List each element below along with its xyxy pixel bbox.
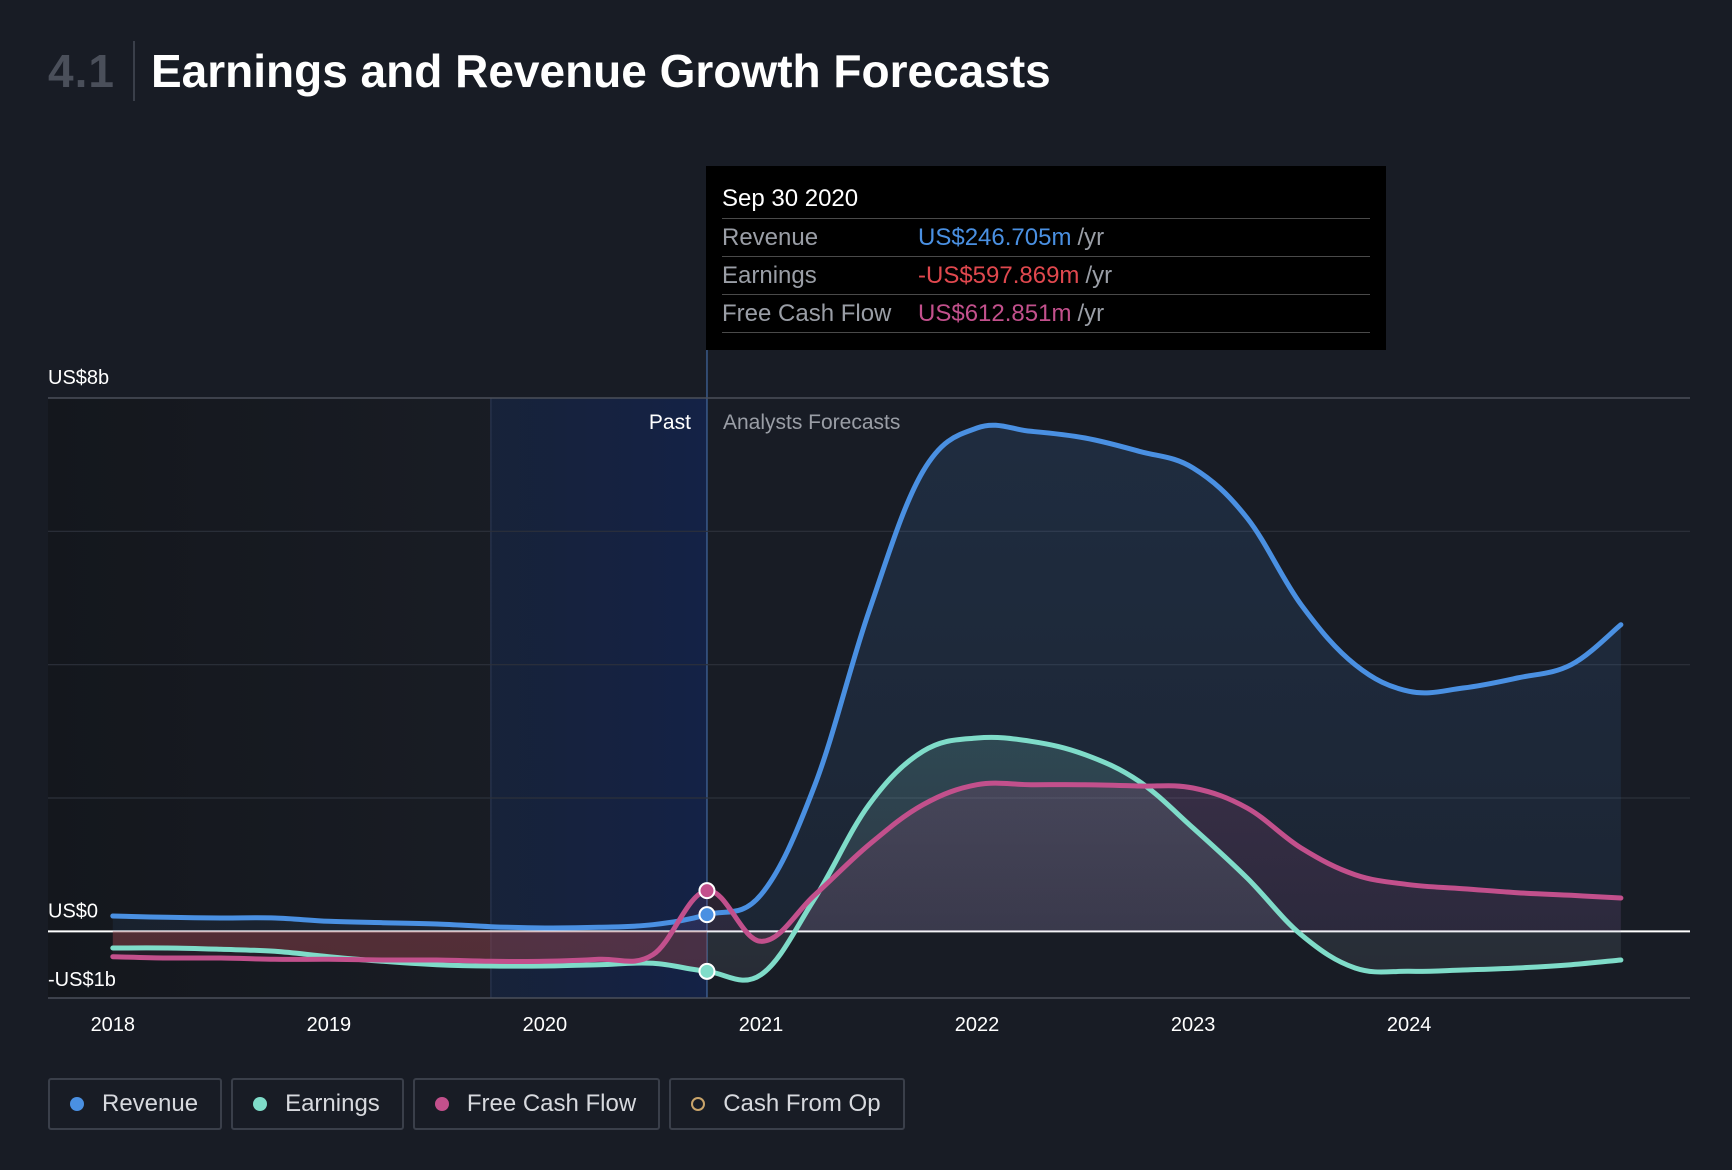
tooltip-row-earnings: Earnings -US$597.869m /yr: [722, 257, 1370, 295]
free-cash-flow-dot-icon: [434, 1097, 449, 1111]
tooltip-label: Earnings: [722, 262, 817, 289]
x-tick-label: 2023: [1171, 1014, 1216, 1036]
highlight-region: [490, 398, 707, 998]
free-cash-flow-area: [112, 783, 1621, 962]
legend-item-cash-from-op[interactable]: Cash From Op: [669, 1078, 905, 1130]
tooltip-row-free-cash-flow: Free Cash Flow US$612.851m /yr: [722, 295, 1370, 333]
revenue-line: [110, 422, 1624, 931]
legend-label: Earnings: [285, 1090, 380, 1117]
revenue-cursor-dot: [698, 906, 716, 924]
section-number: 4.1: [48, 45, 115, 97]
x-tick-label: 2018: [91, 1014, 136, 1036]
legend-item-revenue[interactable]: Revenue: [48, 1078, 223, 1130]
legend-label: Free Cash Flow: [466, 1090, 637, 1117]
x-tick-label: 2022: [955, 1014, 1000, 1036]
tooltip-label: Free Cash Flow: [722, 300, 892, 327]
x-tick-label: 2021: [739, 1014, 784, 1036]
tooltip-unit: /yr: [1085, 262, 1113, 289]
earnings-dot-icon: [253, 1097, 268, 1111]
x-tick-label: 2019: [307, 1014, 352, 1036]
x-tick-label: 2024: [1387, 1014, 1432, 1036]
x-tick-label: 2020: [523, 1014, 568, 1036]
tooltip-date: Sep 30 2020: [722, 184, 1370, 219]
cash-from-op-dot-icon: [691, 1097, 706, 1111]
legend-item-free-cash-flow[interactable]: Free Cash Flow: [412, 1078, 661, 1130]
forecast-label: Analysts Forecasts: [723, 411, 900, 434]
legend-label: Cash From Op: [723, 1090, 881, 1117]
header-divider: [132, 41, 135, 101]
free-cash-flow-line: [110, 780, 1624, 965]
revenue-dot-icon: [70, 1097, 84, 1111]
section-header: 4.1 Earnings and Revenue Growth Forecast…: [48, 40, 1051, 102]
tooltip-label: Revenue: [722, 224, 819, 251]
chart-legend: Revenue Earnings Free Cash Flow Cash Fro…: [48, 1078, 905, 1130]
y-tick-label: -US$1b: [48, 969, 116, 991]
legend-item-earnings[interactable]: Earnings: [231, 1078, 404, 1130]
page-title: Earnings and Revenue Growth Forecasts: [150, 45, 1051, 97]
tooltip-unit: /yr: [1077, 224, 1105, 251]
tooltip-row-revenue: Revenue US$246.705m /yr: [722, 219, 1370, 257]
hover-tooltip: Sep 30 2020 Revenue US$246.705m /yr Earn…: [706, 166, 1386, 350]
past-label: Past: [649, 411, 691, 434]
tooltip-value: US$246.705m: [918, 224, 1072, 251]
free-cash-flow-cursor-dot: [698, 882, 716, 900]
tooltip-value: -US$597.869m: [918, 262, 1080, 289]
y-tick-label: US$8b: [48, 367, 109, 389]
earnings-cursor-dot: [698, 962, 716, 980]
tooltip-value: US$612.851m: [918, 300, 1072, 327]
forecast-chart[interactable]: US$8b US$0 -US$1b 2018 2019 2020 2021 2022 2023 2…: [0, 0, 1732, 1060]
y-tick-label: US$0: [48, 900, 98, 922]
tooltip-unit: /yr: [1077, 300, 1105, 327]
legend-label: Revenue: [102, 1090, 199, 1117]
